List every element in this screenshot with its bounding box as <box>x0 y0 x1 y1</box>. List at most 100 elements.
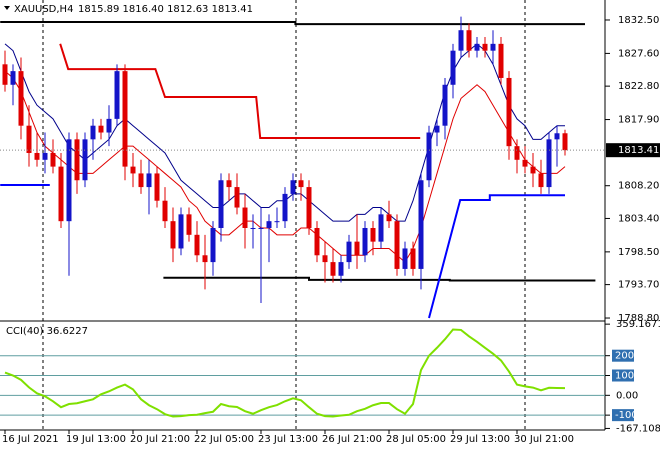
level-box <box>612 369 634 382</box>
candle-body <box>362 227 368 256</box>
candle-body <box>274 221 280 223</box>
level-line <box>163 276 596 282</box>
candle-body <box>450 50 456 85</box>
candle-body <box>114 71 120 119</box>
y-tick-label: 100 <box>615 371 634 382</box>
candle-body <box>130 166 136 174</box>
x-tick-label: 22 Jul 05:00 <box>194 434 254 445</box>
candle-body <box>554 133 560 140</box>
candle-body <box>506 77 512 147</box>
candle-body <box>210 227 216 263</box>
y-tick-label: 1808.20 <box>618 181 659 192</box>
candle-body <box>58 166 64 222</box>
candle-body <box>18 71 24 126</box>
candle-body <box>290 180 296 194</box>
candle-body <box>10 71 16 85</box>
candle-body <box>26 125 32 153</box>
candle-body <box>490 43 496 51</box>
candle-body <box>338 262 344 276</box>
current-price-label: 1813.41 <box>618 145 659 156</box>
candle-body <box>170 221 176 249</box>
candle-body <box>530 166 536 174</box>
candle-body <box>386 214 392 222</box>
level-line <box>428 194 565 319</box>
x-tick-label: 20 Jul 21:00 <box>130 434 190 445</box>
candle-body <box>218 180 224 228</box>
candle-body <box>498 43 504 78</box>
candle-body <box>202 255 208 263</box>
candle-body <box>394 221 400 269</box>
candle-body <box>162 200 168 222</box>
current-price-box <box>606 143 660 158</box>
candle-body <box>346 241 352 263</box>
y-tick-label: 1827.60 <box>618 48 659 59</box>
x-tick-label: 16 Jul 2021 <box>2 434 59 445</box>
candle-body <box>514 146 520 160</box>
y-tick-label: 0.00 <box>616 390 638 401</box>
candle-body <box>138 173 144 188</box>
level-line <box>0 21 585 26</box>
x-tick-label: 23 Jul 13:00 <box>258 434 318 445</box>
candle-body <box>370 227 376 242</box>
candle-body <box>410 248 416 269</box>
y-tick-label: 1793.70 <box>618 280 659 291</box>
y-tick-label: 1803.40 <box>618 213 659 224</box>
candle-body <box>226 180 232 188</box>
candle-body <box>90 125 96 140</box>
candle-body <box>546 139 552 188</box>
candle-body <box>402 248 408 269</box>
candle-body <box>66 139 72 222</box>
y-tick-label: 1788.80 <box>618 313 659 324</box>
candle-body <box>466 30 472 51</box>
y-tick-label: 1817.90 <box>618 115 659 126</box>
candle-body <box>434 125 440 133</box>
candle-body <box>266 221 272 228</box>
x-tick-label: 28 Jul 05:00 <box>386 434 446 445</box>
candle-body <box>194 234 200 256</box>
candle-body <box>186 214 192 235</box>
cci-line <box>4 328 566 418</box>
level-box <box>612 409 634 422</box>
candle-body <box>250 227 256 229</box>
candle-body <box>146 173 152 188</box>
candle-body <box>482 43 488 51</box>
menu-arrow <box>4 6 10 10</box>
indicator-title: CCI(40) 36.6227 <box>6 326 88 337</box>
candle-body <box>330 262 336 276</box>
x-tick-label: 29 Jul 13:00 <box>450 434 510 445</box>
candle-body <box>442 84 448 126</box>
candle-body <box>98 125 104 133</box>
level-box <box>612 349 634 362</box>
candle-body <box>50 152 56 167</box>
candle-body <box>354 241 360 256</box>
candle-body <box>378 214 384 242</box>
y-tick-label: 359.1671 <box>616 319 660 330</box>
candle-body <box>322 255 328 263</box>
candle-body <box>538 173 544 188</box>
candle-body <box>522 159 528 167</box>
candle-body <box>314 227 320 256</box>
y-tick-label: 1832.50 <box>618 15 659 26</box>
y-tick-label: 1822.80 <box>618 81 659 92</box>
candle-body <box>426 132 432 181</box>
candle-body <box>42 152 48 160</box>
level-line <box>59 43 421 139</box>
y-tick-label: -167.1087 <box>616 423 660 434</box>
chart-title: XAUUSD,H4 <box>14 4 73 15</box>
quote: 1815.89 1816.40 1812.63 1813.41 <box>78 4 253 15</box>
x-tick-label: 30 Jul 21:00 <box>514 434 574 445</box>
candle-body <box>34 152 40 160</box>
candle-body <box>298 180 304 188</box>
y-tick-label: -100 <box>615 410 638 421</box>
y-tick-label: 200 <box>615 351 634 362</box>
candle-body <box>562 133 568 151</box>
candle-body <box>474 43 480 51</box>
moving-average <box>4 70 566 263</box>
candle-body <box>2 64 8 85</box>
candle-body <box>74 139 80 181</box>
candle-body <box>106 118 112 133</box>
candle-body <box>282 193 288 222</box>
candle-body <box>122 71 128 167</box>
